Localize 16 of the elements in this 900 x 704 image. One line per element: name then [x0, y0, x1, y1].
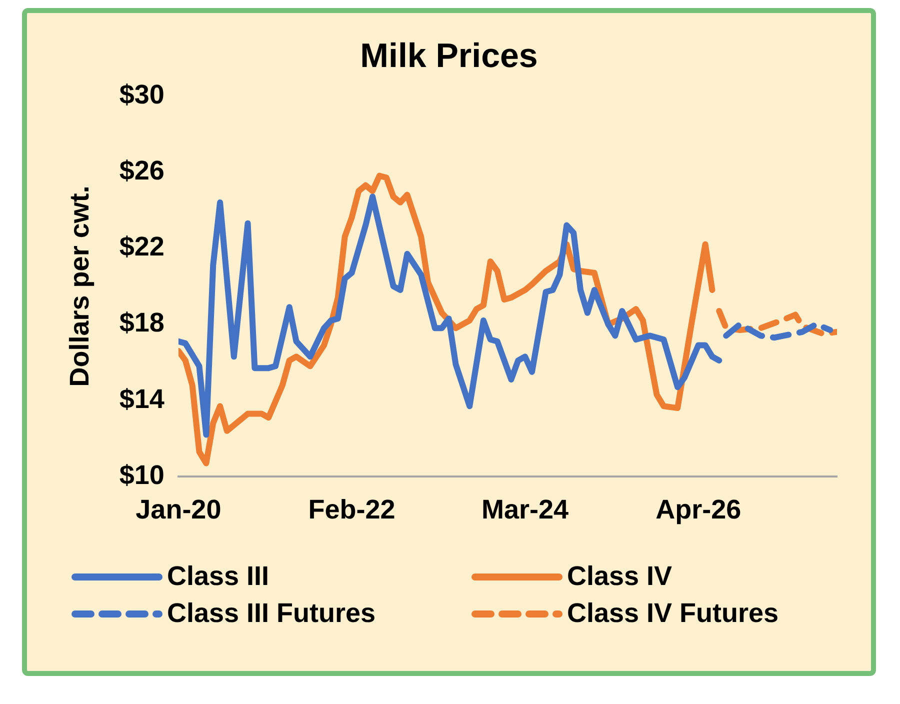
y-tick-label: $14: [119, 384, 164, 414]
legend-label: Class IV Futures: [567, 598, 779, 629]
legend-label: Class III: [167, 561, 270, 592]
y-axis-title: Dollars per cwt.: [64, 186, 95, 387]
y-tick-label: $30: [119, 79, 164, 110]
x-tick-label: Feb-22: [308, 494, 396, 524]
legend-label: Class III Futures: [167, 598, 376, 629]
x-tick-label: Jan-20: [136, 494, 222, 524]
y-tick-label: $10: [119, 460, 164, 490]
chart-title: Milk Prices: [360, 36, 538, 75]
legend-label: Class IV: [567, 561, 672, 592]
x-tick-label: Mar-24: [482, 494, 569, 524]
y-tick-label: $18: [119, 308, 164, 338]
y-tick-label: $26: [119, 155, 164, 186]
x-tick-label: Apr-26: [656, 494, 742, 524]
y-tick-label: $22: [119, 232, 164, 262]
